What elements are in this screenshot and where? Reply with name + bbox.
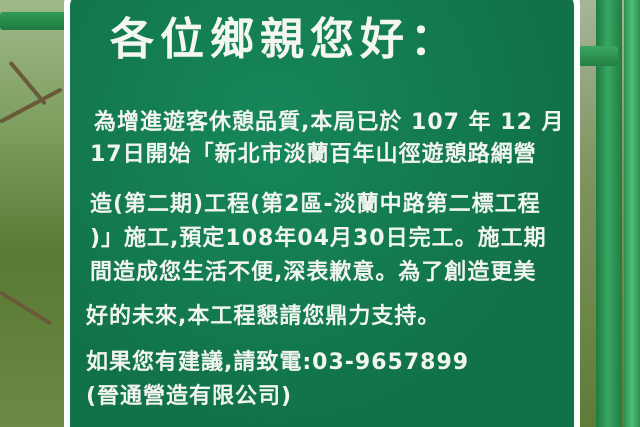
fence-post xyxy=(596,0,622,427)
sign-line: )」施工,預定108年04月30日完工。施工期 xyxy=(90,226,547,251)
sign-line: 造(第二期)工程(第2區-淡蘭中路第二標工程 xyxy=(90,192,541,217)
sign-line: 好的未來,本工程懇請您鼎力支持。 xyxy=(86,304,441,329)
sign-title: 各位鄉親您好： xyxy=(110,14,460,65)
fence-post xyxy=(624,0,640,427)
sign-line: 為增進遊客休憩品質,本局已於 107 年 12 月 xyxy=(94,110,565,135)
sign-panel xyxy=(70,0,574,427)
sign-company-line: (晉通營造有限公司) xyxy=(86,384,293,409)
sign-line: 間造成您生活不便,深表歉意。為了創造更美 xyxy=(90,260,537,285)
sign-contact-line: 如果您有建議,請致電:03-9657899 xyxy=(86,350,470,375)
sign-line: 17日開始「新北市淡蘭百年山徑遊憩路網營 xyxy=(90,142,537,167)
fence-rail-left xyxy=(0,12,80,30)
fence-rail-right xyxy=(578,46,618,66)
